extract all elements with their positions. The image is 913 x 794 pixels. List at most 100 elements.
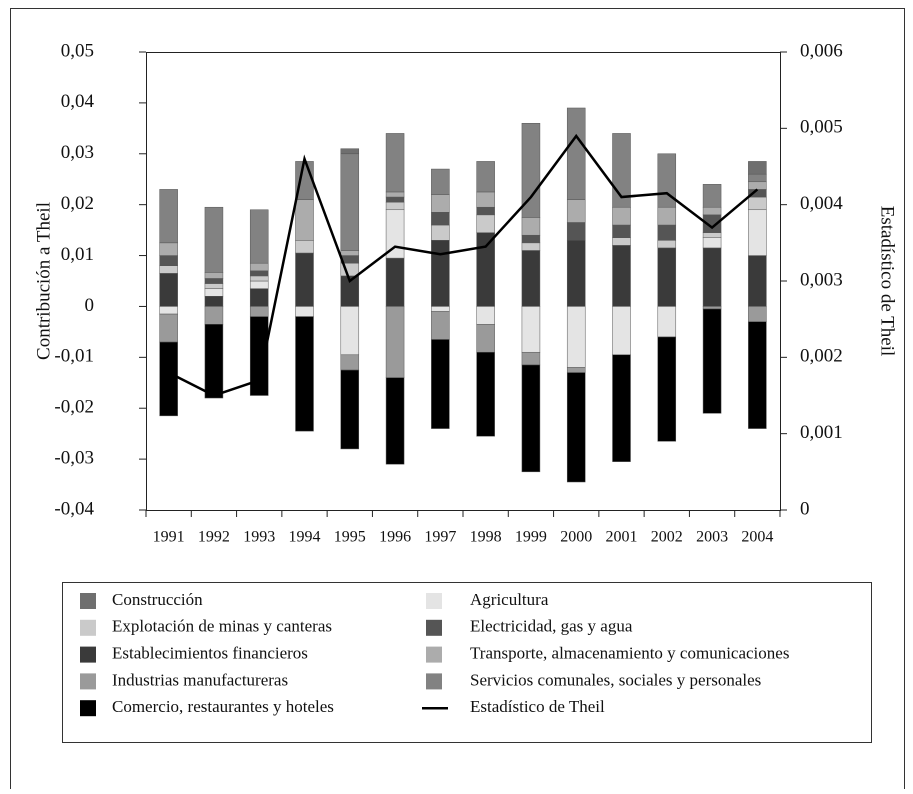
legend-swatch — [80, 619, 96, 636]
legend-swatch — [80, 593, 96, 609]
y2-tick-label: 0,006 — [800, 40, 843, 61]
bar-segment — [385, 201, 405, 211]
bar-segment — [657, 206, 677, 226]
bar-segment — [431, 224, 450, 241]
bar-segment — [748, 255, 767, 307]
legend-swatch — [426, 619, 442, 636]
bar-segment — [159, 242, 178, 256]
bar-segment — [612, 306, 631, 356]
y2-tick-label: 0,004 — [800, 193, 843, 214]
bar-segment — [702, 184, 722, 208]
legend-label: Construcción — [112, 590, 203, 609]
bar-segment — [204, 306, 224, 325]
bar-segment — [657, 306, 677, 338]
x-tick-label: 1996 — [379, 529, 411, 546]
bar-segment — [340, 354, 360, 371]
legend-swatch — [80, 646, 96, 663]
y-tick-label: 0,05 — [61, 40, 94, 61]
bar-segment — [566, 240, 586, 307]
bar-segment — [612, 206, 631, 226]
x-tick-label: 1992 — [198, 529, 230, 546]
x-tick-label: 2000 — [560, 529, 592, 546]
bar-segment — [159, 255, 178, 266]
bar-segment — [702, 306, 722, 310]
bar-segment — [612, 224, 631, 238]
x-tick-label: 1994 — [289, 529, 321, 546]
bar-segment — [566, 306, 586, 368]
x-tick-label: 2001 — [606, 529, 638, 546]
bar-segment — [476, 232, 495, 307]
bar-segment — [702, 237, 722, 249]
bar-segment — [295, 199, 314, 241]
bar-segment — [748, 321, 767, 429]
y2-tick-label: 0 — [800, 498, 810, 519]
bar-segment — [702, 308, 722, 414]
y-tick-label: 0,03 — [61, 142, 94, 163]
line — [168, 133, 759, 397]
x-tick-label: 1998 — [470, 529, 502, 546]
legend-swatch — [80, 700, 96, 717]
bar-segment — [612, 133, 631, 208]
bar-segment — [748, 209, 767, 256]
bar-segment — [249, 270, 269, 277]
bar-segment — [159, 306, 178, 315]
x-tick-label: 1991 — [153, 529, 185, 546]
bar-segment — [159, 313, 178, 343]
bar-segment — [249, 306, 269, 317]
bar-segment — [431, 212, 450, 226]
x-tick-label: 1993 — [243, 529, 275, 546]
bar-segment — [249, 316, 269, 396]
bar-segment — [566, 222, 586, 241]
bar-segment — [566, 367, 586, 373]
bar-segment — [204, 206, 224, 273]
bar-segment — [521, 351, 541, 366]
bar-segment — [249, 280, 269, 289]
y2-tick-label: 0,003 — [800, 269, 843, 290]
bar-segment — [702, 206, 722, 216]
bar-segment — [385, 306, 405, 378]
bar-segment — [340, 250, 360, 256]
y2-tick-label: 0,001 — [800, 422, 843, 443]
bar-segment — [295, 240, 314, 254]
bar-segment — [748, 173, 767, 183]
bar-segment — [204, 272, 224, 279]
bar-segment — [748, 196, 767, 211]
bar-segment — [566, 107, 586, 200]
bar-segment — [431, 168, 450, 195]
bar-segment — [748, 161, 767, 175]
bar-segment — [340, 153, 360, 251]
legend-label: Electricidad, gas y agua — [470, 617, 633, 636]
bar-segment — [249, 209, 269, 264]
bar-segment — [476, 191, 495, 208]
bar-segment — [612, 245, 631, 307]
bar-segment — [476, 324, 495, 353]
y-tick-label: 0,01 — [61, 244, 94, 265]
bar-segment — [476, 306, 495, 325]
bar-segment — [431, 306, 450, 312]
bar-segment — [249, 275, 269, 282]
bar-segment — [385, 133, 405, 193]
bar-segment — [612, 237, 631, 246]
bar-segment — [340, 148, 360, 155]
y-tick-label: -0,02 — [54, 397, 94, 418]
bar-segment — [476, 214, 495, 233]
bar-segment — [204, 278, 224, 284]
bar-segment — [521, 217, 541, 236]
bar-segment — [431, 339, 450, 429]
x-tick-label: 1997 — [424, 529, 456, 546]
bar-segment — [566, 372, 586, 483]
bar-segment — [159, 341, 178, 417]
x-tick-label: 1999 — [515, 529, 547, 546]
y-tick-label: -0,04 — [54, 498, 94, 519]
bar-segment — [204, 283, 224, 289]
bar-segment — [385, 196, 405, 203]
bar-segment — [295, 252, 314, 307]
legend-box — [62, 582, 872, 743]
bar-segment — [657, 240, 677, 249]
x-tick-label: 2003 — [696, 529, 728, 546]
bar-segment — [385, 257, 405, 307]
legend-swatch — [426, 673, 442, 690]
bar-segment — [566, 199, 586, 223]
legend-label: Agricultura — [470, 590, 549, 609]
bar-segment — [657, 336, 677, 442]
